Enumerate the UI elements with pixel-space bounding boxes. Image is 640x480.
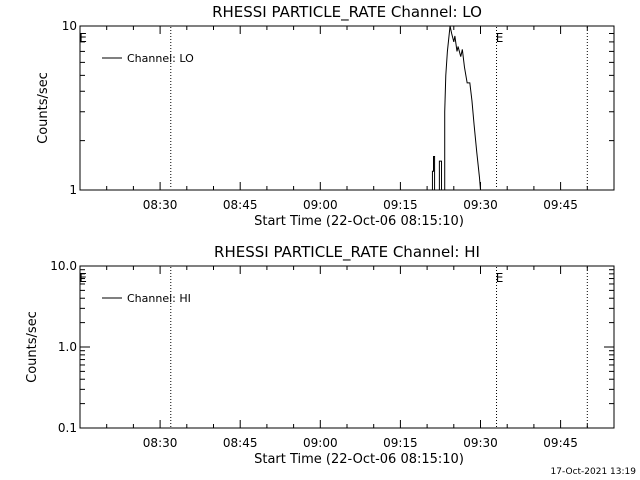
event-marker-label: E	[496, 31, 504, 45]
plot-frame	[79, 25, 615, 191]
chart-panel-2: RHESSI PARTICLE_RATE Channel: HI 08:30 08:…	[25, 243, 615, 467]
y-tick-label: 10.0	[50, 259, 77, 273]
y-tick-label: 10	[62, 19, 77, 33]
x-tick-label: 09:15	[383, 198, 418, 212]
y-tick-label: 1	[69, 183, 77, 197]
event-marker-label: E	[79, 31, 87, 45]
event-marker-label: E	[496, 271, 504, 285]
x-tick-label: 08:45	[223, 198, 258, 212]
footer-timestamp: 17-Oct-2021 13:19	[551, 467, 637, 477]
plot-frame	[79, 265, 615, 429]
x-tick-label: 09:30	[463, 198, 498, 212]
x-tick-label: 09:00	[303, 436, 338, 450]
y-axis-label: Counts/sec	[36, 72, 51, 144]
chart-panel-1: RHESSI PARTICLE_RATE Channel: LO 08:30 08:…	[36, 3, 615, 229]
y-tick-label: 0.1	[58, 421, 77, 435]
x-tick-label: 09:30	[463, 436, 498, 450]
x-tick-label: 09:45	[543, 198, 578, 212]
x-tick-label: 09:45	[543, 436, 578, 450]
legend-label: Channel: HI	[127, 292, 191, 305]
x-tick-label: 09:00	[303, 198, 338, 212]
x-tick-label: 08:45	[223, 436, 258, 450]
chart-title: RHESSI PARTICLE_RATE Channel: HI	[214, 243, 480, 262]
x-axis-label: Start Time (22-Oct-06 08:15:10)	[254, 452, 464, 467]
x-tick-label: 09:15	[383, 436, 418, 450]
x-axis-label: Start Time (22-Oct-06 08:15:10)	[254, 214, 464, 229]
legend-label: Channel: LO	[127, 52, 194, 65]
chart-title: RHESSI PARTICLE_RATE Channel: LO	[212, 3, 482, 22]
event-marker-label: E	[79, 271, 87, 285]
x-tick-label: 08:30	[143, 436, 178, 450]
series-line-channel	[431, 26, 481, 190]
x-tick-label: 08:30	[143, 198, 178, 212]
y-tick-label: 1.0	[58, 340, 77, 354]
y-axis-label: Counts/sec	[25, 311, 40, 383]
